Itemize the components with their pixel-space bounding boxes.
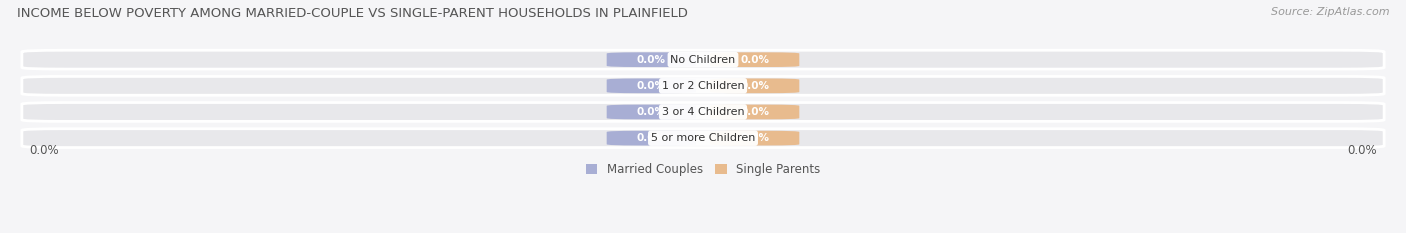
Text: 0.0%: 0.0% <box>637 107 666 117</box>
Text: 5 or more Children: 5 or more Children <box>651 133 755 143</box>
Text: 0.0%: 0.0% <box>28 144 59 157</box>
FancyBboxPatch shape <box>606 131 696 145</box>
FancyBboxPatch shape <box>710 79 800 93</box>
FancyBboxPatch shape <box>606 52 696 67</box>
Text: 0.0%: 0.0% <box>740 133 769 143</box>
Text: 0.0%: 0.0% <box>740 81 769 91</box>
FancyBboxPatch shape <box>22 76 1384 95</box>
FancyBboxPatch shape <box>606 79 696 93</box>
Text: INCOME BELOW POVERTY AMONG MARRIED-COUPLE VS SINGLE-PARENT HOUSEHOLDS IN PLAINFI: INCOME BELOW POVERTY AMONG MARRIED-COUPL… <box>17 7 688 20</box>
FancyBboxPatch shape <box>710 52 800 67</box>
Text: 0.0%: 0.0% <box>637 133 666 143</box>
FancyBboxPatch shape <box>606 105 696 119</box>
Text: 1 or 2 Children: 1 or 2 Children <box>662 81 744 91</box>
FancyBboxPatch shape <box>22 129 1384 147</box>
FancyBboxPatch shape <box>710 105 800 119</box>
Text: 0.0%: 0.0% <box>637 81 666 91</box>
Text: 0.0%: 0.0% <box>637 55 666 65</box>
Text: No Children: No Children <box>671 55 735 65</box>
FancyBboxPatch shape <box>22 50 1384 69</box>
FancyBboxPatch shape <box>22 103 1384 121</box>
Text: Source: ZipAtlas.com: Source: ZipAtlas.com <box>1271 7 1389 17</box>
Text: 3 or 4 Children: 3 or 4 Children <box>662 107 744 117</box>
Legend: Married Couples, Single Parents: Married Couples, Single Parents <box>581 158 825 181</box>
FancyBboxPatch shape <box>710 131 800 145</box>
Text: 0.0%: 0.0% <box>740 107 769 117</box>
Text: 0.0%: 0.0% <box>740 55 769 65</box>
Text: 0.0%: 0.0% <box>1347 144 1378 157</box>
